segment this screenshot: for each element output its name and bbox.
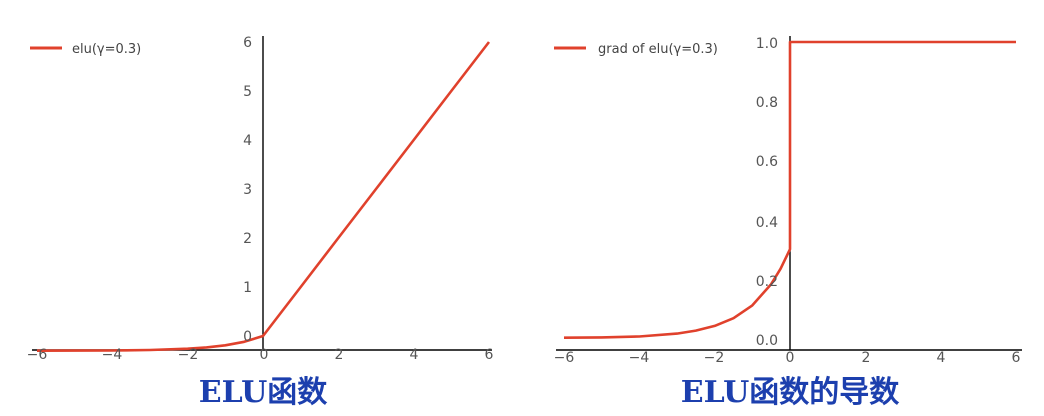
elu-grad-chart: −6 −4 −2 0 2 4 6 0.0 0.2 0.4 0.6 0.8 1.0… (554, 36, 1022, 410)
elu-y-tick-label: 2 (243, 231, 252, 247)
elu-series-line (36, 41, 491, 352)
elu-legend: elu(γ=0.3) (30, 42, 141, 57)
elu-chart: −6 −4 −2 0 2 4 6 0 1 2 3 4 5 6 elu(γ=0.3… (27, 35, 494, 410)
elu-x-tick-label: 4 (410, 347, 419, 363)
elu-y-tick-label: 4 (243, 133, 252, 149)
grad-x-tick-label: 0 (786, 350, 795, 366)
grad-y-tick-label: 0.0 (756, 333, 778, 349)
grad-y-tick-label: 0.4 (756, 215, 778, 231)
grad-x-tick-label: 6 (1012, 350, 1021, 366)
elu-y-tick-label: 0 (243, 329, 252, 345)
elu-x-tick-label: 0 (260, 347, 269, 363)
elu-x-tick-label: −4 (102, 347, 123, 363)
grad-y-tick-label: 0.8 (756, 95, 778, 111)
elu-caption: ELU函数 (199, 375, 328, 410)
grad-y-tick-label: 0.6 (756, 154, 778, 170)
elu-x-tick-label: −2 (178, 347, 199, 363)
elu-y-tick-label: 5 (243, 84, 252, 100)
elu-x-tick-label: 2 (335, 347, 344, 363)
elu-x-tick-label: 6 (485, 347, 494, 363)
elu-y-tick-label: 3 (243, 182, 252, 198)
grad-x-tick-label: −4 (629, 350, 650, 366)
grad-y-tick-label: 1.0 (756, 36, 778, 52)
elu-y-tick-label: 6 (243, 35, 252, 51)
grad-legend-label: grad of elu(γ=0.3) (598, 42, 718, 57)
grad-x-tick-label: 4 (937, 350, 946, 366)
grad-x-tick-label: 2 (862, 350, 871, 366)
grad-x-tick-label: −6 (554, 350, 575, 366)
grad-caption: ELU函数的导数 (681, 375, 900, 410)
grad-x-tick-label: −2 (704, 350, 725, 366)
elu-x-tick-label: −6 (27, 347, 48, 363)
grad-legend: grad of elu(γ=0.3) (554, 42, 718, 57)
grad-y-tick-label: 0.2 (756, 274, 778, 290)
grad-series-line (563, 40, 1016, 339)
elu-y-tick-label: 1 (243, 280, 252, 296)
elu-legend-label: elu(γ=0.3) (72, 42, 141, 57)
